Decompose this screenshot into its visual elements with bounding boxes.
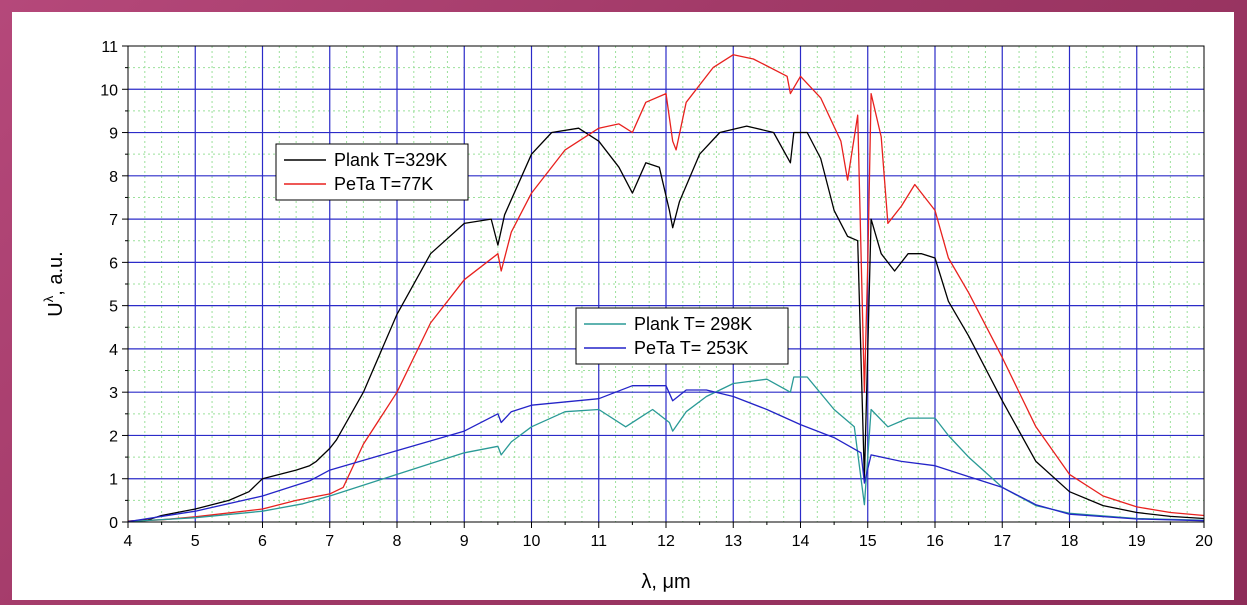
y-tick-label: 5 [109,299,118,316]
x-tick-label: 11 [590,533,607,550]
series-layer [127,54,1205,523]
legend-label: PeTa T= 253K [634,338,748,358]
x-tick-label: 13 [724,533,742,550]
line-chart: 4 5 6 7 8 9 10 11 12 13 14 15 16 17 18 19 20012345678910… [41,39,1213,593]
x-tick-label: 10 [523,533,541,550]
y-tick-label: 8 [109,169,118,186]
x-tick-label: 19 [1128,533,1146,550]
minor-grid [128,46,1204,522]
x-tick-label: 15 [859,533,877,550]
y-tick-label: 9 [109,126,118,143]
x-axis-label: λ, μm [641,571,690,593]
y-tick-label: 2 [109,428,118,445]
series-line-1 [127,125,1205,522]
series-line-2 [127,54,1205,522]
legend-box [275,143,469,201]
y-tick-label: 10 [100,82,118,99]
y-axis-label-superscript: λ [41,295,56,302]
legend-label: Plank T=329K [334,150,447,170]
series-line-4 [127,385,1205,523]
y-tick-label: 4 [109,342,118,359]
y-tick-label: 11 [101,39,118,56]
y-tick-label: 3 [109,385,118,402]
y-tick-label: 7 [109,212,118,229]
x-tick-label: 20 [1195,533,1213,550]
y-axis-label-suffix: , a.u. [45,251,67,295]
y-axis-label: Uλ, a.u. [41,251,67,316]
x-tick-label: 12 [657,533,675,550]
y-tick-label: 6 [109,255,118,272]
x-tick-label: 18 [1061,533,1079,550]
major-grid [128,46,1204,522]
x-tick-label: 4 [124,533,133,550]
x-tick-label: 9 [460,533,469,550]
x-tick-label: 14 [792,533,810,550]
x-tick-label: 8 [393,533,402,550]
y-tick-label: 1 [109,472,118,489]
chart-frame: 4 5 6 7 8 9 10 11 12 13 14 15 16 17 18 19 20 0 1 2 3 4 5 6 7 8 9 10… [12,12,1234,600]
x-tick-label: 17 [993,533,1011,550]
axis-ticks [122,45,1205,528]
y-axis-label-main: U [45,302,67,316]
legend-box [575,307,789,365]
y-tick-label: 0 [109,515,118,532]
x-tick-label: 7 [325,533,334,550]
tick-labels: 4 5 6 7 8 9 10 11 12 13 14 15 16 17 18 19 20012345678910… [100,39,1213,550]
legend-center: Plank T= 298K PeTa T= 253K [575,307,789,365]
x-tick-label: 6 [258,533,267,550]
legend-label: PeTa T=77K [334,174,433,194]
x-tick-label: 16 [926,533,944,550]
legend-label: Plank T= 298K [634,314,752,334]
series-line-3 [127,376,1205,523]
legend-upper-left: Plank T=329K PeTa T=77K [275,143,469,201]
x-tick-label: 5 [191,533,200,550]
